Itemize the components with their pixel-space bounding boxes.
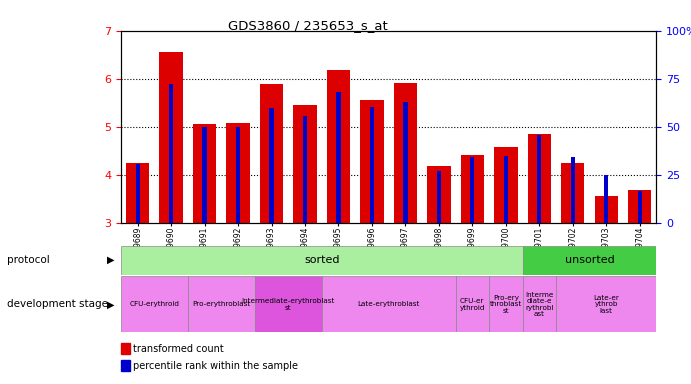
Bar: [269, 109, 274, 223]
Bar: [121, 246, 522, 275]
Bar: [404, 102, 408, 223]
Bar: [528, 134, 551, 223]
Bar: [236, 127, 240, 223]
Bar: [121, 360, 129, 371]
Bar: [370, 107, 374, 223]
Bar: [604, 175, 608, 223]
Bar: [394, 83, 417, 223]
Text: GDS3860 / 235653_s_at: GDS3860 / 235653_s_at: [229, 19, 388, 32]
Bar: [455, 276, 489, 332]
Text: transformed count: transformed count: [133, 344, 224, 354]
Bar: [293, 105, 316, 223]
Bar: [202, 127, 207, 223]
Bar: [337, 92, 341, 223]
Text: Interme
diate-e
rythrobl
ast: Interme diate-e rythrobl ast: [525, 291, 553, 317]
Bar: [437, 171, 441, 223]
Bar: [522, 246, 656, 275]
Bar: [427, 166, 451, 223]
Text: CFU-er
ythroid: CFU-er ythroid: [460, 298, 485, 311]
Text: unsorted: unsorted: [565, 255, 614, 265]
Bar: [556, 276, 656, 332]
Text: Late-erythroblast: Late-erythroblast: [357, 301, 420, 307]
Bar: [260, 84, 283, 223]
Text: sorted: sorted: [304, 255, 339, 265]
Bar: [188, 276, 255, 332]
Bar: [360, 100, 384, 223]
Text: percentile rank within the sample: percentile rank within the sample: [133, 361, 298, 371]
Bar: [571, 157, 575, 223]
Bar: [121, 343, 129, 354]
Bar: [638, 190, 642, 223]
Text: development stage: development stage: [7, 299, 108, 310]
Bar: [594, 196, 618, 223]
Bar: [461, 155, 484, 223]
Bar: [160, 52, 183, 223]
Bar: [628, 190, 652, 223]
Bar: [135, 164, 140, 223]
Text: Pro-erythroblast: Pro-erythroblast: [192, 301, 250, 307]
Text: Late-er
ythrob
last: Late-er ythrob last: [594, 295, 619, 314]
Bar: [471, 157, 475, 223]
Text: ▶: ▶: [106, 299, 114, 310]
Bar: [494, 147, 518, 223]
Bar: [322, 276, 455, 332]
Bar: [227, 123, 249, 223]
Bar: [126, 163, 149, 223]
Bar: [489, 276, 522, 332]
Bar: [561, 163, 585, 223]
Bar: [303, 116, 307, 223]
Text: CFU-erythroid: CFU-erythroid: [129, 301, 180, 307]
Text: Intermediate-erythroblast
st: Intermediate-erythroblast st: [242, 298, 335, 311]
Bar: [504, 157, 508, 223]
Bar: [255, 276, 322, 332]
Bar: [121, 276, 188, 332]
Text: Pro-ery
throblast
st: Pro-ery throblast st: [490, 295, 522, 314]
Bar: [169, 84, 173, 223]
Text: ▶: ▶: [106, 255, 114, 265]
Bar: [193, 124, 216, 223]
Bar: [522, 276, 556, 332]
Bar: [327, 70, 350, 223]
Text: protocol: protocol: [7, 255, 50, 265]
Bar: [537, 136, 542, 223]
